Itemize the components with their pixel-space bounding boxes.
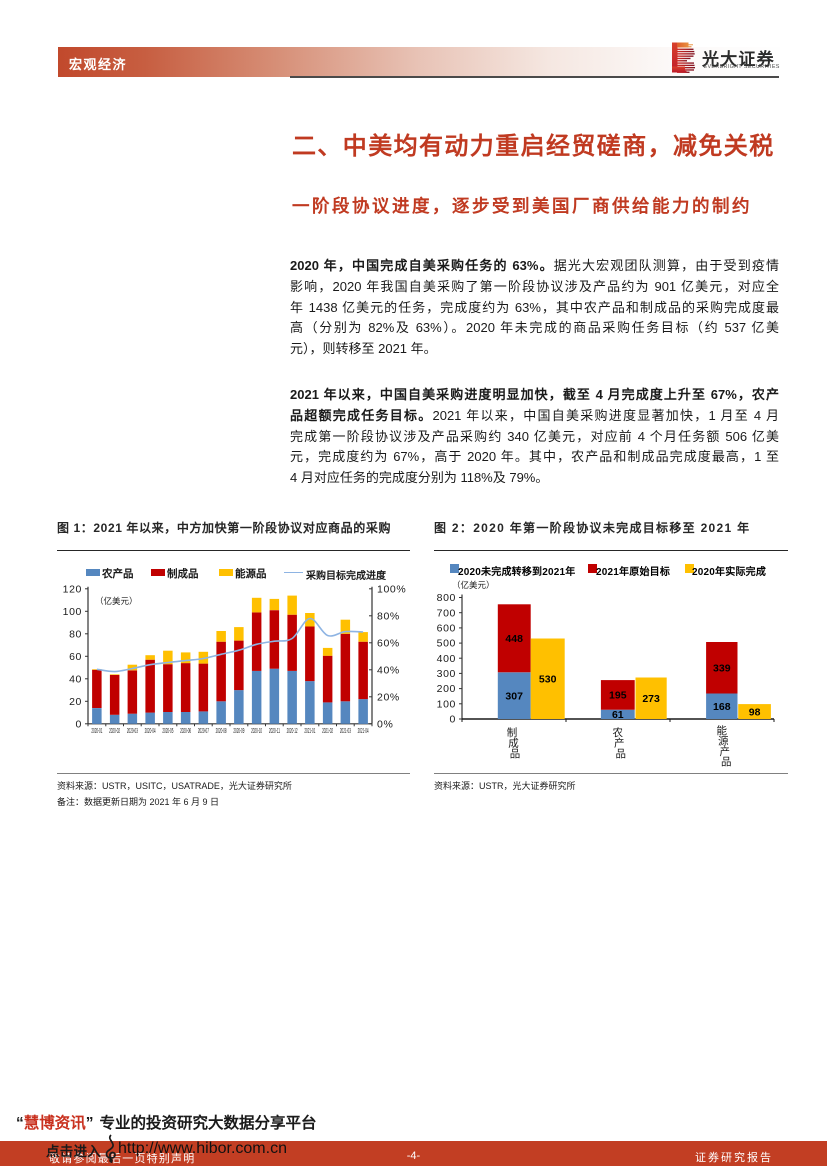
svg-text:120: 120 [63,583,82,595]
svg-text:2021-02: 2021-02 [322,726,333,735]
svg-text:300: 300 [437,668,456,680]
svg-text:600: 600 [437,623,456,635]
svg-text:273: 273 [642,693,660,705]
svg-text:700: 700 [437,607,456,619]
svg-text:80%: 80% [377,610,400,622]
svg-text:60%: 60% [377,637,400,649]
svg-text:2020-05: 2020-05 [162,726,173,735]
svg-text:307: 307 [505,691,523,703]
svg-text:（亿美元）: （亿美元） [95,596,138,606]
svg-text:40: 40 [69,673,82,685]
svg-text:40%: 40% [377,664,400,676]
svg-text:61: 61 [612,709,624,721]
svg-text:20: 20 [69,696,82,708]
svg-text:品: 品 [721,756,732,768]
svg-text:制: 制 [507,726,518,739]
svg-text:0%: 0% [377,718,393,730]
svg-text:产: 产 [720,745,731,758]
svg-text:0: 0 [76,718,82,730]
svg-text:2020-11: 2020-11 [269,726,280,735]
svg-text:品: 品 [510,748,521,760]
svg-text:2021-04: 2021-04 [358,726,369,735]
svg-text:2020-12: 2020-12 [287,726,298,735]
svg-text:能: 能 [717,724,728,737]
svg-text:2020-09: 2020-09 [233,726,244,735]
svg-text:530: 530 [539,674,557,686]
svg-text:168: 168 [713,701,731,713]
svg-text:2020-01: 2020-01 [91,726,102,735]
svg-text:2021-01: 2021-01 [304,726,315,735]
svg-text:2020-03: 2020-03 [127,726,138,735]
svg-text:品: 品 [616,748,627,760]
svg-text:农: 农 [613,726,624,739]
svg-text:500: 500 [437,638,456,650]
svg-text:98: 98 [749,706,761,718]
svg-text:2020-07: 2020-07 [198,726,209,735]
svg-text:448: 448 [505,633,523,645]
svg-text:200: 200 [437,683,456,695]
svg-text:60: 60 [69,651,82,663]
svg-text:2020-04: 2020-04 [145,726,156,735]
svg-text:339: 339 [713,663,731,675]
svg-text:（亿美元）: （亿美元） [452,580,495,590]
svg-text:100: 100 [63,606,82,618]
svg-text:源: 源 [718,734,729,747]
svg-text:2020-10: 2020-10 [251,726,262,735]
svg-text:20%: 20% [377,691,400,703]
svg-text:2020-06: 2020-06 [180,726,191,735]
svg-text:800: 800 [437,592,456,604]
svg-text:2021-03: 2021-03 [340,726,351,735]
svg-text:2020-02: 2020-02 [109,726,120,735]
svg-text:成: 成 [508,737,519,749]
svg-text:100%: 100% [377,583,406,595]
svg-text:80: 80 [69,628,82,640]
svg-text:195: 195 [609,690,627,702]
svg-text:400: 400 [437,653,456,665]
svg-text:2020-08: 2020-08 [216,726,227,735]
svg-text:0: 0 [450,714,456,726]
svg-text:100: 100 [437,698,456,710]
svg-text:产: 产 [614,736,625,749]
